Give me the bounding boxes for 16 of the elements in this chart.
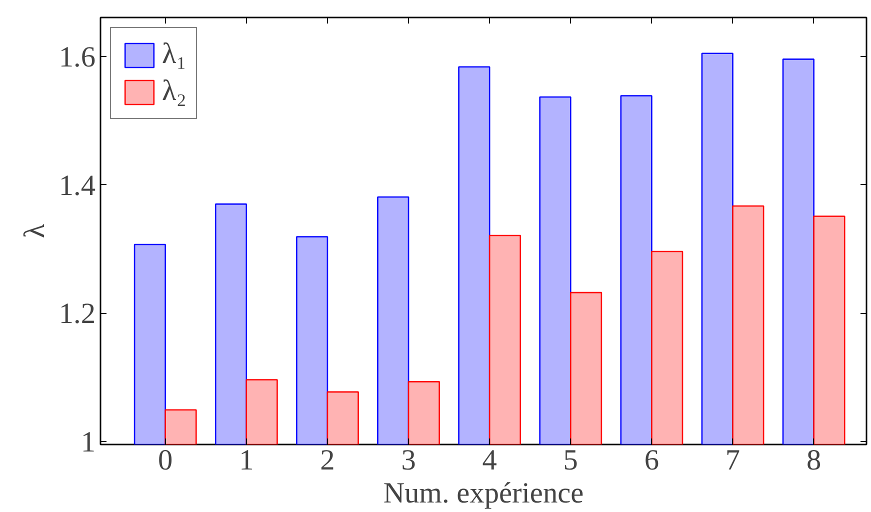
x-tick-label: 7: [725, 444, 740, 476]
x-axis-title: Num. expérience: [383, 478, 584, 510]
x-tick-label: 5: [563, 444, 578, 476]
y-axis-title: λ: [18, 223, 51, 238]
x-tick-label: 1: [239, 444, 254, 476]
x-tick-label: 0: [158, 444, 173, 476]
y-tick-label: 1.2: [58, 298, 96, 330]
x-tick-label: 6: [644, 444, 660, 476]
x-tick-label: 2: [320, 444, 335, 476]
y-tick-label: 1.4: [58, 170, 96, 202]
x-tick-label: 8: [806, 444, 822, 476]
y-tick-label: 1.6: [58, 42, 96, 74]
legend-label: λ₂: [162, 75, 186, 108]
x-tick-label: 4: [482, 444, 498, 476]
legend-label: λ₁: [162, 38, 186, 71]
x-tick-label: 3: [401, 444, 416, 476]
